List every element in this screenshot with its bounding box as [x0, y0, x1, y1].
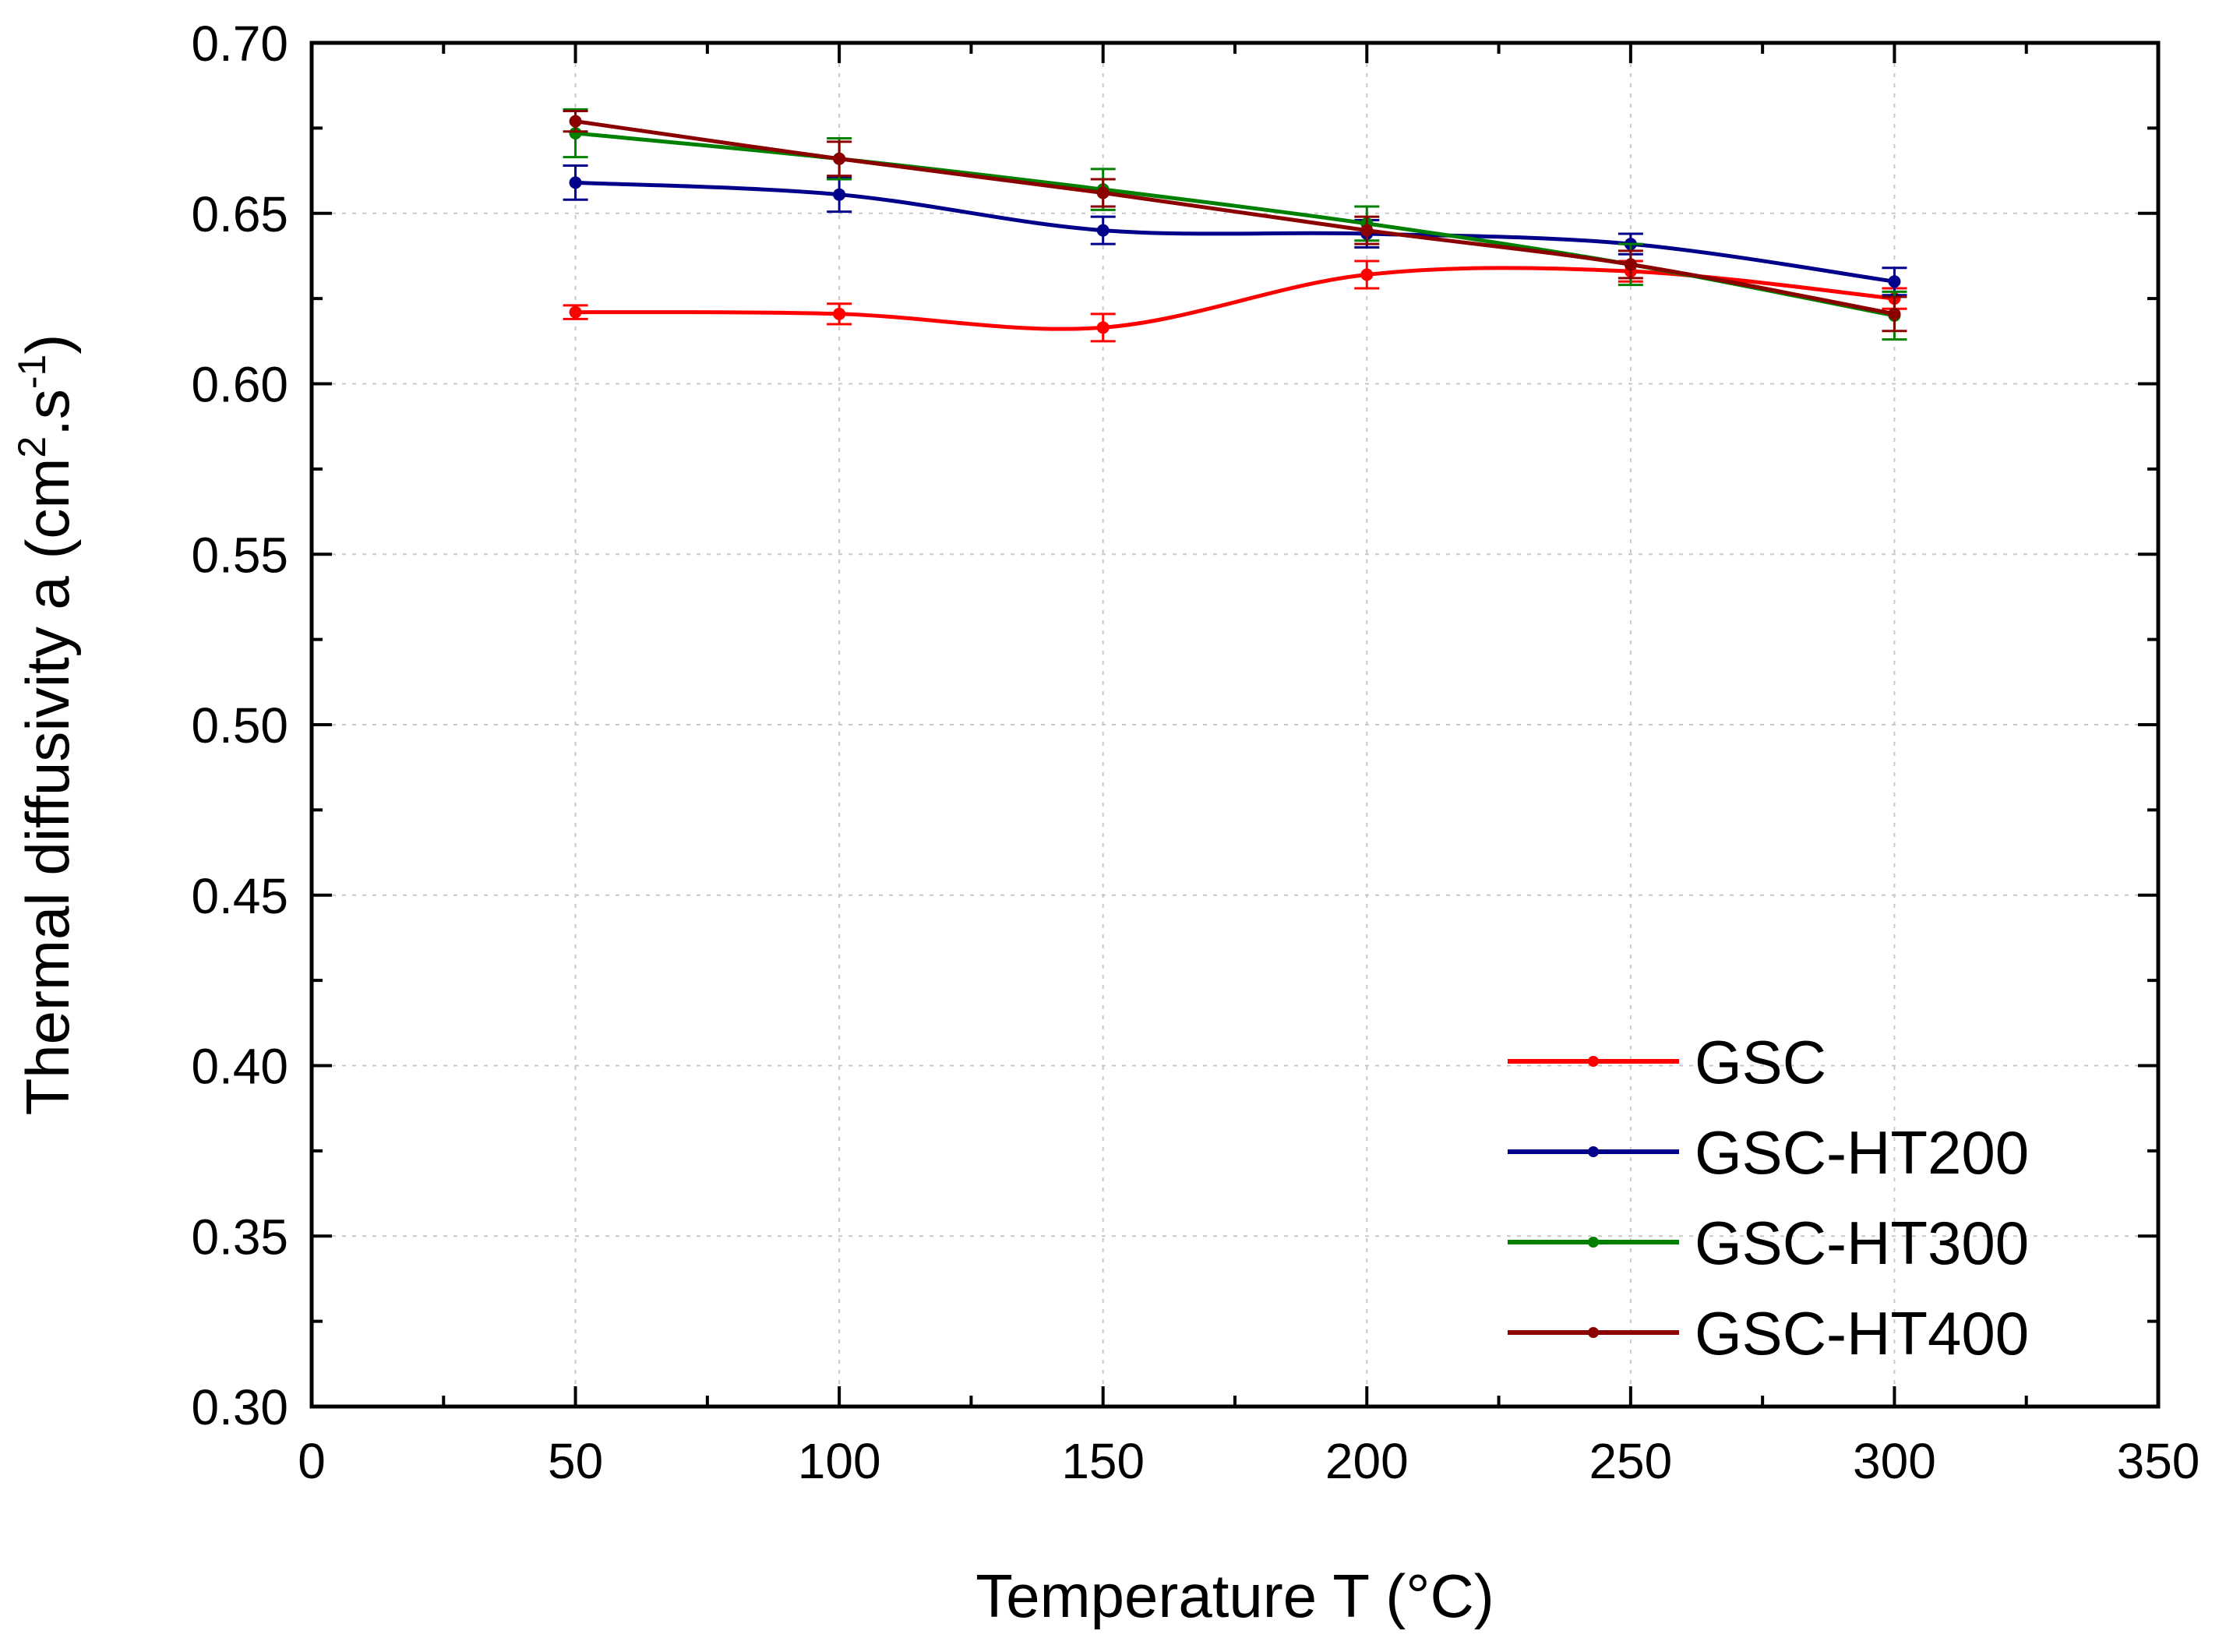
legend-item-gsc: GSC	[1508, 1028, 1826, 1096]
y-tick-label: 0.45	[191, 868, 288, 924]
data-point	[833, 188, 846, 201]
y-tick-label: 0.55	[191, 527, 288, 583]
legend: GSC GSC-HT200 GSC-HT300 GSC-HT400	[1508, 1028, 2029, 1368]
x-tick-label: 250	[1589, 1433, 1672, 1489]
data-point	[1096, 186, 1110, 199]
x-tick-label: 200	[1325, 1433, 1409, 1489]
x-tick-label: 300	[1853, 1433, 1936, 1489]
data-point	[1360, 268, 1374, 281]
x-axis-title: Temperature T (°C)	[975, 1562, 1494, 1630]
x-tick-label: 350	[2117, 1433, 2200, 1489]
data-point	[569, 176, 582, 189]
legend-item-gsc-ht200: GSC-HT200	[1508, 1118, 2029, 1187]
data-point	[1360, 224, 1374, 237]
y-axis-title-sup2: -1	[10, 355, 54, 389]
series-gsc	[563, 259, 1907, 343]
y-tick-label: 0.30	[191, 1379, 288, 1435]
legend-label: GSC-HT200	[1695, 1118, 2029, 1187]
series-line-gsc-ht400	[575, 119, 1895, 316]
data-point	[1096, 321, 1110, 334]
series-line-gsc	[575, 266, 1895, 331]
x-tick-label: 100	[798, 1433, 881, 1489]
x-tick-label: 50	[548, 1433, 603, 1489]
y-tick-label: 0.60	[191, 357, 288, 413]
data-series	[563, 108, 1907, 343]
y-axis-title-sup1: 2	[10, 436, 54, 458]
y-axis-title-suffix: )	[13, 334, 82, 355]
legend-label: GSC-HT300	[1695, 1209, 2029, 1277]
legend-marker	[1588, 1327, 1599, 1338]
data-point	[1096, 224, 1110, 237]
legend-marker	[1588, 1146, 1599, 1157]
y-tick-label: 0.35	[191, 1209, 288, 1265]
y-axis-title-prefix: Thermal diffusivity a (cm	[13, 458, 82, 1116]
x-tick-label: 0	[298, 1433, 326, 1489]
legend-label: GSC	[1695, 1028, 1826, 1096]
data-point	[1888, 275, 1901, 288]
data-point	[1888, 307, 1901, 320]
legend-label: GSC-HT400	[1695, 1299, 2029, 1368]
data-point	[833, 152, 846, 165]
series-line-gsc-ht200	[575, 180, 1895, 284]
data-point	[569, 305, 582, 319]
legend-item-gsc-ht400: GSC-HT400	[1508, 1299, 2029, 1368]
y-tick-label: 0.70	[191, 16, 288, 72]
y-axis-title-middle: .s	[13, 389, 82, 436]
x-tick-label: 150	[1061, 1433, 1145, 1489]
y-tick-label: 0.50	[191, 697, 288, 754]
tick-labels: 0 50 100 150 200 250 300 350 0.30 0.35 0.40 0.45 0.5…	[191, 16, 2200, 1489]
data-point	[1624, 258, 1637, 271]
y-axis-title: Thermal diffusivity a (cm2.s-1)	[10, 334, 82, 1116]
data-point	[569, 126, 582, 139]
legend-marker	[1588, 1056, 1599, 1067]
series-gsc-ht400	[563, 110, 1907, 333]
legend-marker	[1588, 1237, 1599, 1248]
data-point	[833, 307, 846, 320]
y-tick-label: 0.40	[191, 1039, 288, 1095]
data-point	[569, 115, 582, 128]
legend-item-gsc-ht300: GSC-HT300	[1508, 1209, 2029, 1277]
axis-ticks	[310, 41, 2160, 1408]
y-tick-label: 0.65	[191, 186, 288, 242]
